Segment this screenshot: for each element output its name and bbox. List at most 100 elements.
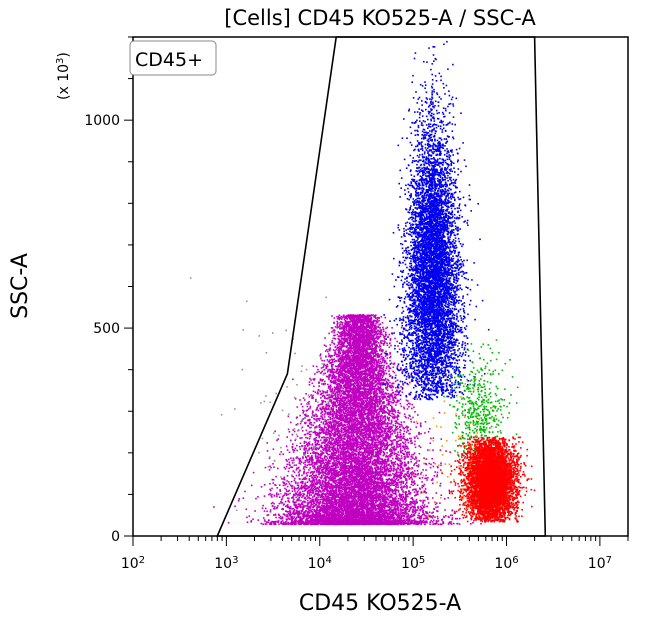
event-dot [403, 421, 405, 423]
event-dot [429, 428, 431, 430]
event-dot [319, 429, 321, 431]
event-dot [266, 523, 268, 525]
event-dot [369, 413, 371, 415]
event-dot [309, 438, 311, 440]
event-dot [401, 457, 403, 459]
event-dot [412, 479, 414, 481]
event-dot [422, 505, 424, 507]
event-dot [404, 447, 406, 449]
event-dot [387, 416, 389, 418]
event-dot [397, 432, 399, 434]
event-dot [324, 472, 326, 474]
event-dot [284, 484, 286, 486]
event-dot [299, 437, 301, 439]
event-dot [302, 406, 304, 408]
event-dot [399, 412, 401, 414]
event-dot [261, 486, 263, 488]
event-dot [315, 399, 317, 401]
event-dot [413, 407, 415, 409]
event-dot [278, 514, 280, 516]
event-dot [405, 441, 407, 443]
event-dot [284, 467, 286, 469]
event-dot [361, 452, 363, 454]
event-dot [385, 426, 387, 428]
event-dot [433, 520, 435, 522]
event-dot [292, 443, 294, 445]
event-dot [390, 485, 392, 487]
event-dot [400, 433, 402, 435]
event-dot [312, 383, 314, 385]
chart-title: [Cells] CD45 KO525-A / SSC-A [224, 6, 536, 30]
event-dot [424, 478, 426, 480]
event-dot [397, 410, 399, 412]
event-dot [412, 417, 414, 419]
event-dot [389, 398, 391, 400]
event-dot [385, 378, 387, 380]
event-dot [322, 367, 324, 369]
event-dot [381, 316, 383, 318]
event-dot [392, 392, 394, 394]
event-dot [293, 499, 295, 501]
event-dot [251, 485, 253, 487]
event-dot [370, 485, 372, 487]
event-dot [390, 423, 392, 425]
event-dot [309, 420, 311, 422]
event-dot [413, 480, 415, 482]
event-dot [279, 484, 281, 486]
event-dot [388, 365, 390, 367]
event-dot [286, 460, 288, 462]
event-dot [213, 506, 215, 508]
event-dot [334, 355, 336, 357]
event-dot [298, 475, 300, 477]
event-dot [380, 340, 382, 342]
event-dot [307, 455, 309, 457]
event-dot [271, 496, 273, 498]
event-dot [292, 467, 294, 469]
event-dot [329, 394, 331, 396]
event-dot [341, 350, 343, 352]
event-dot [305, 505, 307, 507]
event-dot [419, 453, 421, 455]
event-dot [387, 407, 389, 409]
event-dot [402, 450, 404, 452]
event-dot [284, 494, 286, 496]
event-dot [340, 377, 342, 379]
event-dot [296, 510, 298, 512]
event-dot [293, 458, 295, 460]
event-dot [418, 460, 420, 462]
event-dot [459, 518, 461, 520]
event-dot [400, 399, 402, 401]
event-dot [299, 399, 301, 401]
event-dot [437, 474, 439, 476]
event-dot [391, 484, 393, 486]
event-dot [390, 345, 392, 347]
event-dot [296, 475, 298, 477]
event-dot [278, 517, 280, 519]
event-dot [316, 372, 318, 374]
event-dot [312, 504, 314, 506]
event-dot [400, 511, 402, 513]
event-dot [299, 448, 301, 450]
event-dot [319, 446, 321, 448]
event-dot [415, 447, 417, 449]
event-dot [436, 492, 438, 494]
event-dot [276, 496, 278, 498]
event-dot [435, 507, 437, 509]
event-dot [291, 460, 293, 462]
event-dot [378, 320, 380, 322]
event-dot [383, 331, 385, 333]
event-dot [266, 521, 268, 523]
event-dot [326, 456, 328, 458]
event-dot [309, 384, 311, 386]
event-dot [332, 418, 334, 420]
event-dot [398, 400, 400, 402]
event-dot [432, 497, 434, 499]
event-dot [313, 365, 315, 367]
event-dot [410, 461, 412, 463]
event-dot [320, 439, 322, 441]
event-dot [408, 406, 410, 408]
event-dot [306, 496, 308, 498]
event-dot [387, 418, 389, 420]
event-dot [292, 379, 294, 381]
event-dot [288, 416, 290, 418]
